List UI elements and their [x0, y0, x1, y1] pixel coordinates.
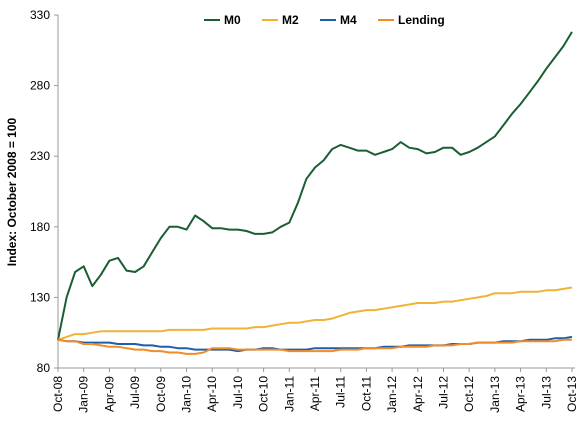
series-lines: [57, 31, 573, 355]
legend-label-m0: M0: [224, 13, 241, 27]
legend: M0 M2 M4 Lending: [204, 13, 445, 27]
x-tick-label: Oct-11: [359, 376, 373, 411]
axes: [57, 15, 575, 369]
x-tick-label: Jul-12: [437, 376, 451, 409]
x-tick-label: Jan-12: [385, 376, 399, 413]
y-tick-label: 330: [30, 8, 50, 22]
x-tick-label: Oct-12: [462, 376, 476, 412]
x-tick-label: Apr-13: [514, 376, 528, 412]
x-tick-label: Jul-09: [128, 376, 142, 409]
x-tick-label: Jul-13: [539, 376, 553, 409]
x-tick-label: Oct-08: [51, 376, 65, 412]
legend-label-m2: M2: [282, 13, 299, 27]
x-tick-label: Jul-10: [231, 376, 245, 409]
x-tick-label: Oct-13: [565, 376, 579, 412]
x-tick-label: Jul-11: [334, 376, 348, 408]
y-tick-labels: 80 130 180 230 280 330: [30, 8, 58, 375]
legend-label-lending: Lending: [398, 13, 445, 27]
x-tick-label: Apr-11: [308, 376, 322, 411]
x-tick-label: Jan-10: [180, 376, 194, 413]
legend-label-m4: M4: [340, 13, 357, 27]
series-line-lending: [57, 338, 572, 355]
y-tick-label: 80: [37, 361, 51, 375]
x-tick-label: Jan-09: [77, 376, 91, 413]
x-tick-label: Apr-10: [205, 376, 219, 412]
series-line-m2: [57, 286, 573, 341]
x-tick-label: Apr-12: [411, 376, 425, 412]
series-line-m0: [57, 31, 573, 340]
y-tick-label: 130: [30, 290, 50, 304]
y-tick-label: 230: [30, 149, 50, 163]
x-tick-label: Oct-10: [257, 376, 271, 412]
y-axis-label: Index: October 2008 = 100: [5, 117, 19, 266]
y-tick-label: 180: [30, 220, 50, 234]
x-tick-label: Oct-09: [154, 376, 168, 412]
x-tick-labels: Oct-08 Jan-09 Apr-09 Jul-09 Oct-09 Jan-10 Apr-…: [51, 368, 579, 413]
x-tick-label: Apr-09: [102, 376, 116, 412]
y-tick-label: 280: [30, 79, 50, 93]
x-tick-label: Jan-11: [282, 376, 296, 412]
x-tick-label: Jan-13: [488, 376, 502, 413]
